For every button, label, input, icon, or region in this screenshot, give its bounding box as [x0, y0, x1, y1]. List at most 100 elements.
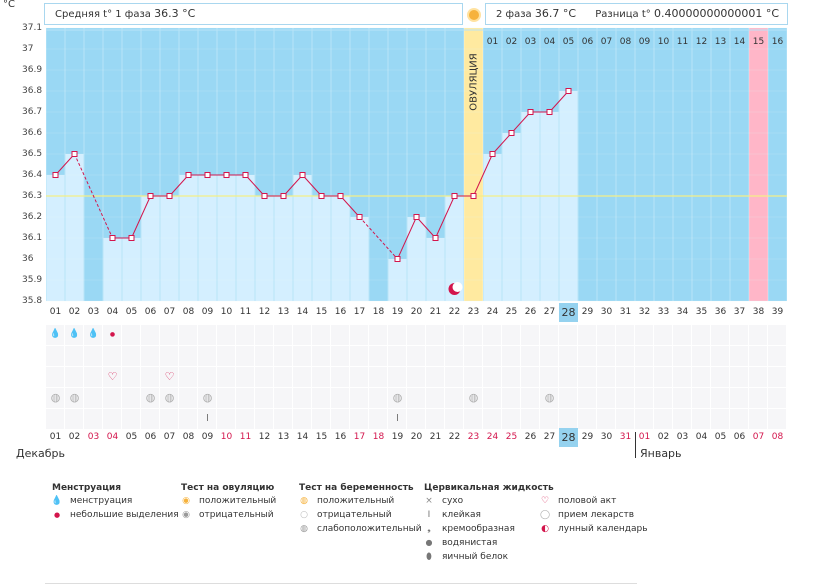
- symptom-cell[interactable]: [350, 367, 369, 387]
- symptom-cell[interactable]: [388, 346, 407, 366]
- symptom-cell[interactable]: [768, 409, 787, 429]
- cycle-day-label[interactable]: 31: [619, 307, 632, 317]
- symptom-cell[interactable]: [521, 325, 540, 345]
- symptom-cell[interactable]: [673, 325, 692, 345]
- symptom-cell[interactable]: [255, 346, 274, 366]
- symptom-cell[interactable]: [730, 325, 749, 345]
- calendar-date[interactable]: 04: [695, 432, 708, 442]
- symptom-cell[interactable]: [692, 388, 711, 408]
- symptom-cell[interactable]: [711, 325, 730, 345]
- symptom-cell[interactable]: [274, 409, 293, 429]
- cycle-day-label[interactable]: 05: [125, 307, 138, 317]
- cycle-day-label[interactable]: 07: [163, 307, 176, 317]
- symptom-cell[interactable]: [369, 388, 388, 408]
- symptom-cell[interactable]: [654, 325, 673, 345]
- symptom-cell[interactable]: [312, 367, 331, 387]
- symptom-cell[interactable]: [578, 325, 597, 345]
- calendar-date[interactable]: 15: [315, 432, 328, 442]
- symptom-cell[interactable]: [179, 325, 198, 345]
- symptom-cell[interactable]: [141, 388, 160, 408]
- symptom-cell[interactable]: [768, 325, 787, 345]
- symptom-cell[interactable]: [198, 325, 217, 345]
- calendar-date[interactable]: 26: [524, 432, 537, 442]
- symptom-cell[interactable]: [312, 409, 331, 429]
- calendar-date[interactable]: 03: [676, 432, 689, 442]
- symptom-cell[interactable]: [274, 388, 293, 408]
- symptom-cell[interactable]: [635, 388, 654, 408]
- calendar-date[interactable]: 06: [144, 432, 157, 442]
- symptom-cell[interactable]: [616, 388, 635, 408]
- calendar-date[interactable]: 08: [182, 432, 195, 442]
- symptom-cell[interactable]: [673, 409, 692, 429]
- symptom-cell[interactable]: [198, 409, 217, 429]
- symptom-cell[interactable]: [692, 346, 711, 366]
- symptom-cell[interactable]: [103, 388, 122, 408]
- symptom-cell[interactable]: [540, 367, 559, 387]
- symptom-cell[interactable]: [217, 367, 236, 387]
- symptom-cell[interactable]: [388, 325, 407, 345]
- symptom-cell[interactable]: [749, 367, 768, 387]
- symptom-cell[interactable]: [217, 388, 236, 408]
- calendar-date[interactable]: 13: [277, 432, 290, 442]
- symptom-cell[interactable]: [597, 346, 616, 366]
- cycle-day-label[interactable]: 38: [752, 307, 765, 317]
- symptom-cell[interactable]: [559, 388, 578, 408]
- calendar-date[interactable]: 28: [559, 428, 578, 447]
- cycle-day-label[interactable]: 35: [695, 307, 708, 317]
- symptom-cell[interactable]: [236, 388, 255, 408]
- symptom-cell[interactable]: [331, 367, 350, 387]
- symptom-cell[interactable]: [141, 346, 160, 366]
- symptom-cell[interactable]: [502, 325, 521, 345]
- symptom-cell[interactable]: [654, 367, 673, 387]
- calendar-date[interactable]: 06: [733, 432, 746, 442]
- symptom-cell[interactable]: [46, 346, 65, 366]
- symptom-cell[interactable]: [616, 325, 635, 345]
- calendar-date[interactable]: 05: [714, 432, 727, 442]
- cycle-day-label[interactable]: 01: [49, 307, 62, 317]
- symptom-cell[interactable]: [369, 409, 388, 429]
- symptom-cell[interactable]: [426, 367, 445, 387]
- symptom-cell[interactable]: [46, 325, 65, 345]
- symptom-cell[interactable]: [407, 325, 426, 345]
- calendar-date[interactable]: 03: [87, 432, 100, 442]
- cycle-day-label[interactable]: 21: [429, 307, 442, 317]
- symptom-cell[interactable]: [635, 409, 654, 429]
- symptom-cell[interactable]: [711, 346, 730, 366]
- symptom-cell[interactable]: [369, 325, 388, 345]
- symptom-cell[interactable]: [103, 346, 122, 366]
- symptom-cell[interactable]: [407, 388, 426, 408]
- calendar-date[interactable]: 01: [49, 432, 62, 442]
- cycle-day-label[interactable]: 18: [372, 307, 385, 317]
- symptom-cell[interactable]: [65, 367, 84, 387]
- symptom-cell[interactable]: [350, 325, 369, 345]
- cycle-day-label[interactable]: 27: [543, 307, 556, 317]
- symptom-cell[interactable]: [255, 409, 274, 429]
- symptom-cell[interactable]: [198, 367, 217, 387]
- symptom-cell[interactable]: [84, 409, 103, 429]
- symptom-cell[interactable]: [46, 409, 65, 429]
- calendar-date[interactable]: 04: [106, 432, 119, 442]
- symptom-cell[interactable]: [578, 409, 597, 429]
- symptom-cell[interactable]: [274, 346, 293, 366]
- cycle-day-label[interactable]: 29: [581, 307, 594, 317]
- symptom-cell[interactable]: [141, 325, 160, 345]
- symptom-cell[interactable]: [293, 325, 312, 345]
- symptom-cell[interactable]: [426, 388, 445, 408]
- cycle-day-label[interactable]: 17: [353, 307, 366, 317]
- symptom-cell[interactable]: [768, 388, 787, 408]
- symptom-cell[interactable]: [160, 367, 179, 387]
- symptom-cell[interactable]: [635, 346, 654, 366]
- calendar-date[interactable]: 31: [619, 432, 632, 442]
- symptom-cell[interactable]: [255, 367, 274, 387]
- symptom-cell[interactable]: [502, 409, 521, 429]
- symptom-cell[interactable]: [141, 367, 160, 387]
- calendar-date[interactable]: 08: [771, 432, 784, 442]
- symptom-cell[interactable]: [635, 325, 654, 345]
- symptom-cell[interactable]: [84, 346, 103, 366]
- symptom-cell[interactable]: [540, 325, 559, 345]
- symptom-cell[interactable]: [65, 388, 84, 408]
- cycle-day-label[interactable]: 10: [220, 307, 233, 317]
- calendar-date[interactable]: 18: [372, 432, 385, 442]
- symptom-cell[interactable]: [692, 409, 711, 429]
- symptom-cell[interactable]: [312, 388, 331, 408]
